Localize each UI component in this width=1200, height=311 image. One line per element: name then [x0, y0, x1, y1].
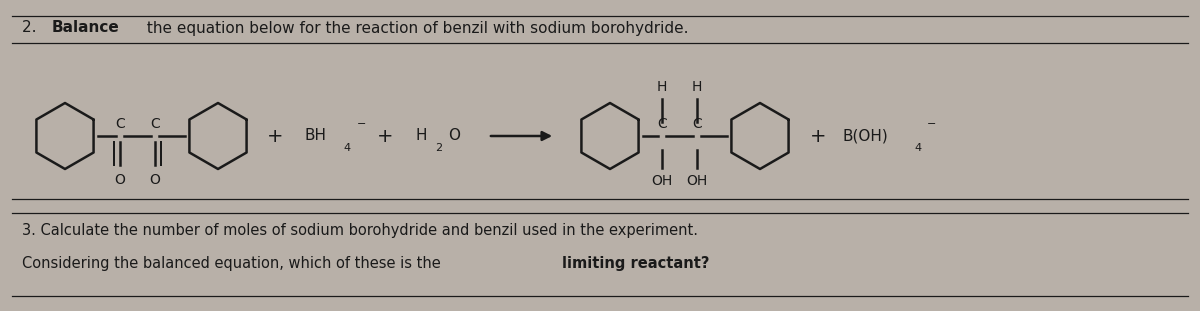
Text: C: C [692, 117, 702, 131]
Text: 4: 4 [914, 143, 922, 153]
Text: OH: OH [686, 174, 708, 188]
Text: +: + [377, 127, 394, 146]
Text: −: − [358, 119, 366, 129]
Text: H: H [692, 80, 702, 94]
Text: C: C [150, 117, 160, 131]
Text: O: O [114, 173, 126, 187]
Text: Considering the balanced equation, which of these is the: Considering the balanced equation, which… [22, 256, 445, 271]
Text: C: C [115, 117, 125, 131]
Text: +: + [810, 127, 827, 146]
Text: the equation below for the reaction of benzil with sodium borohydride.: the equation below for the reaction of b… [142, 21, 689, 35]
Text: C: C [658, 117, 667, 131]
Text: BH: BH [305, 128, 326, 143]
Text: 2.: 2. [22, 21, 41, 35]
Text: limiting reactant?: limiting reactant? [562, 256, 709, 271]
Text: Balance: Balance [52, 21, 120, 35]
Text: H: H [415, 128, 426, 143]
Text: 2: 2 [436, 143, 442, 153]
Text: O: O [448, 128, 460, 143]
Text: −: − [928, 119, 936, 129]
Text: OH: OH [652, 174, 673, 188]
Text: 4: 4 [343, 143, 350, 153]
Text: O: O [150, 173, 161, 187]
Text: B(OH): B(OH) [842, 128, 888, 143]
Text: 3. Calculate the number of moles of sodium borohydride and benzil used in the ex: 3. Calculate the number of moles of sodi… [22, 223, 698, 238]
Text: H: H [656, 80, 667, 94]
Text: +: + [266, 127, 283, 146]
